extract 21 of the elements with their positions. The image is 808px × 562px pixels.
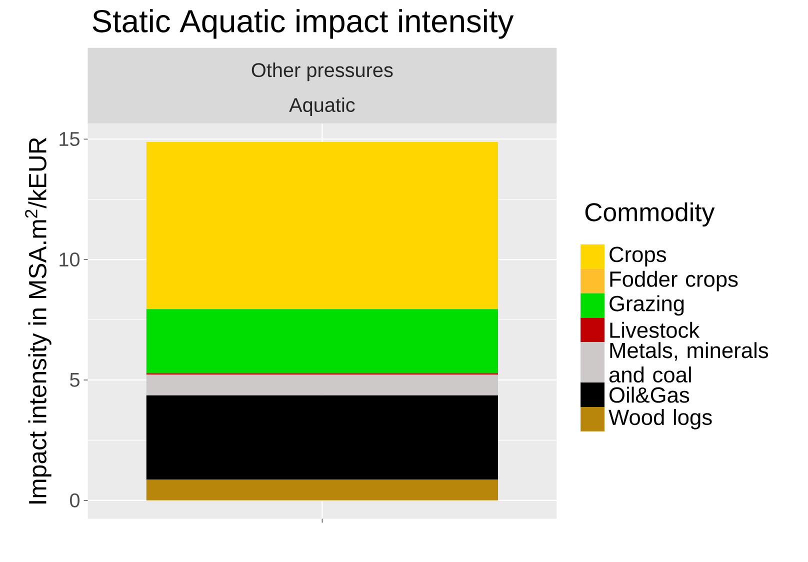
text: Aquatic xyxy=(289,98,355,116)
legend-label: Livestock xyxy=(610,322,700,338)
legend-label: Oil&Gas xyxy=(610,386,690,403)
legend-label: Grazing xyxy=(610,295,684,316)
chart-title: Static Aquatic impact intensity xyxy=(92,9,514,39)
bar xyxy=(146,374,498,396)
bar xyxy=(146,480,498,501)
bar xyxy=(146,396,498,480)
y-axis-title: Impact intensity in MSA.m$^{2}$/kEUR xyxy=(25,138,52,504)
legend-label: Wood logs xyxy=(608,409,712,430)
legend-label: Metals, minerals and coal xyxy=(609,342,768,383)
bar xyxy=(146,309,498,374)
legend-label: Crops xyxy=(610,246,666,267)
bar xyxy=(146,142,498,310)
text: Other pressures xyxy=(252,62,393,82)
y-tick-label: 15 xyxy=(60,132,80,146)
y-tick-label: 10 xyxy=(60,252,80,267)
legend-title: Commodity xyxy=(585,202,715,227)
legend-label: Fodder crops xyxy=(610,271,738,292)
y-tick-label: 5 xyxy=(70,373,80,388)
y-tick-label: 0 xyxy=(70,494,80,508)
